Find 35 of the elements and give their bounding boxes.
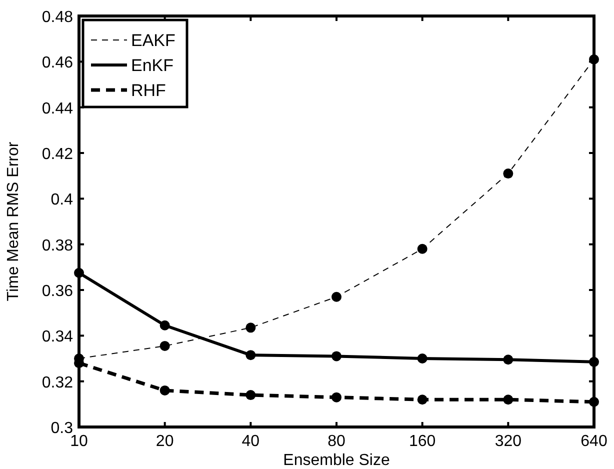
point [160,385,170,396]
x-tick-label: 160 [408,433,436,450]
y-tick-label: 0.38 [42,237,74,254]
point [417,244,428,254]
x-tick-label: 640 [580,433,608,450]
point [160,340,170,351]
point [246,322,256,333]
point [417,354,428,364]
point [246,390,256,400]
point [503,394,514,405]
point [417,394,428,405]
y-tick-label: 0.32 [42,374,74,392]
y-tick-label: 0.42 [42,146,74,163]
legend-label: RHF [131,81,166,100]
y-tick-label: 0.48 [42,9,74,26]
x-tick-label: 80 [328,433,346,450]
point [332,392,342,402]
point [246,350,256,360]
y-tick-label: 0.4 [50,192,74,209]
point [332,351,342,362]
y-tick-label: 0.46 [42,54,74,72]
point [503,168,514,179]
x-tick-label: 20 [156,433,174,450]
x-tick-label: 40 [242,433,260,450]
x-tick-label: 320 [494,433,522,450]
point [332,292,342,302]
point [160,320,170,330]
legend-label: EAKF [131,31,176,50]
x-axis-title: Ensemble Size [283,452,390,469]
y-tick-label: 0.36 [42,283,74,300]
y-tick-label: 0.44 [42,100,74,118]
y-tick-label: 0.34 [42,328,74,346]
legend-label: EnKF [131,56,174,75]
point [503,354,514,365]
y-axis-title: Time Mean RMS Error [5,141,22,302]
